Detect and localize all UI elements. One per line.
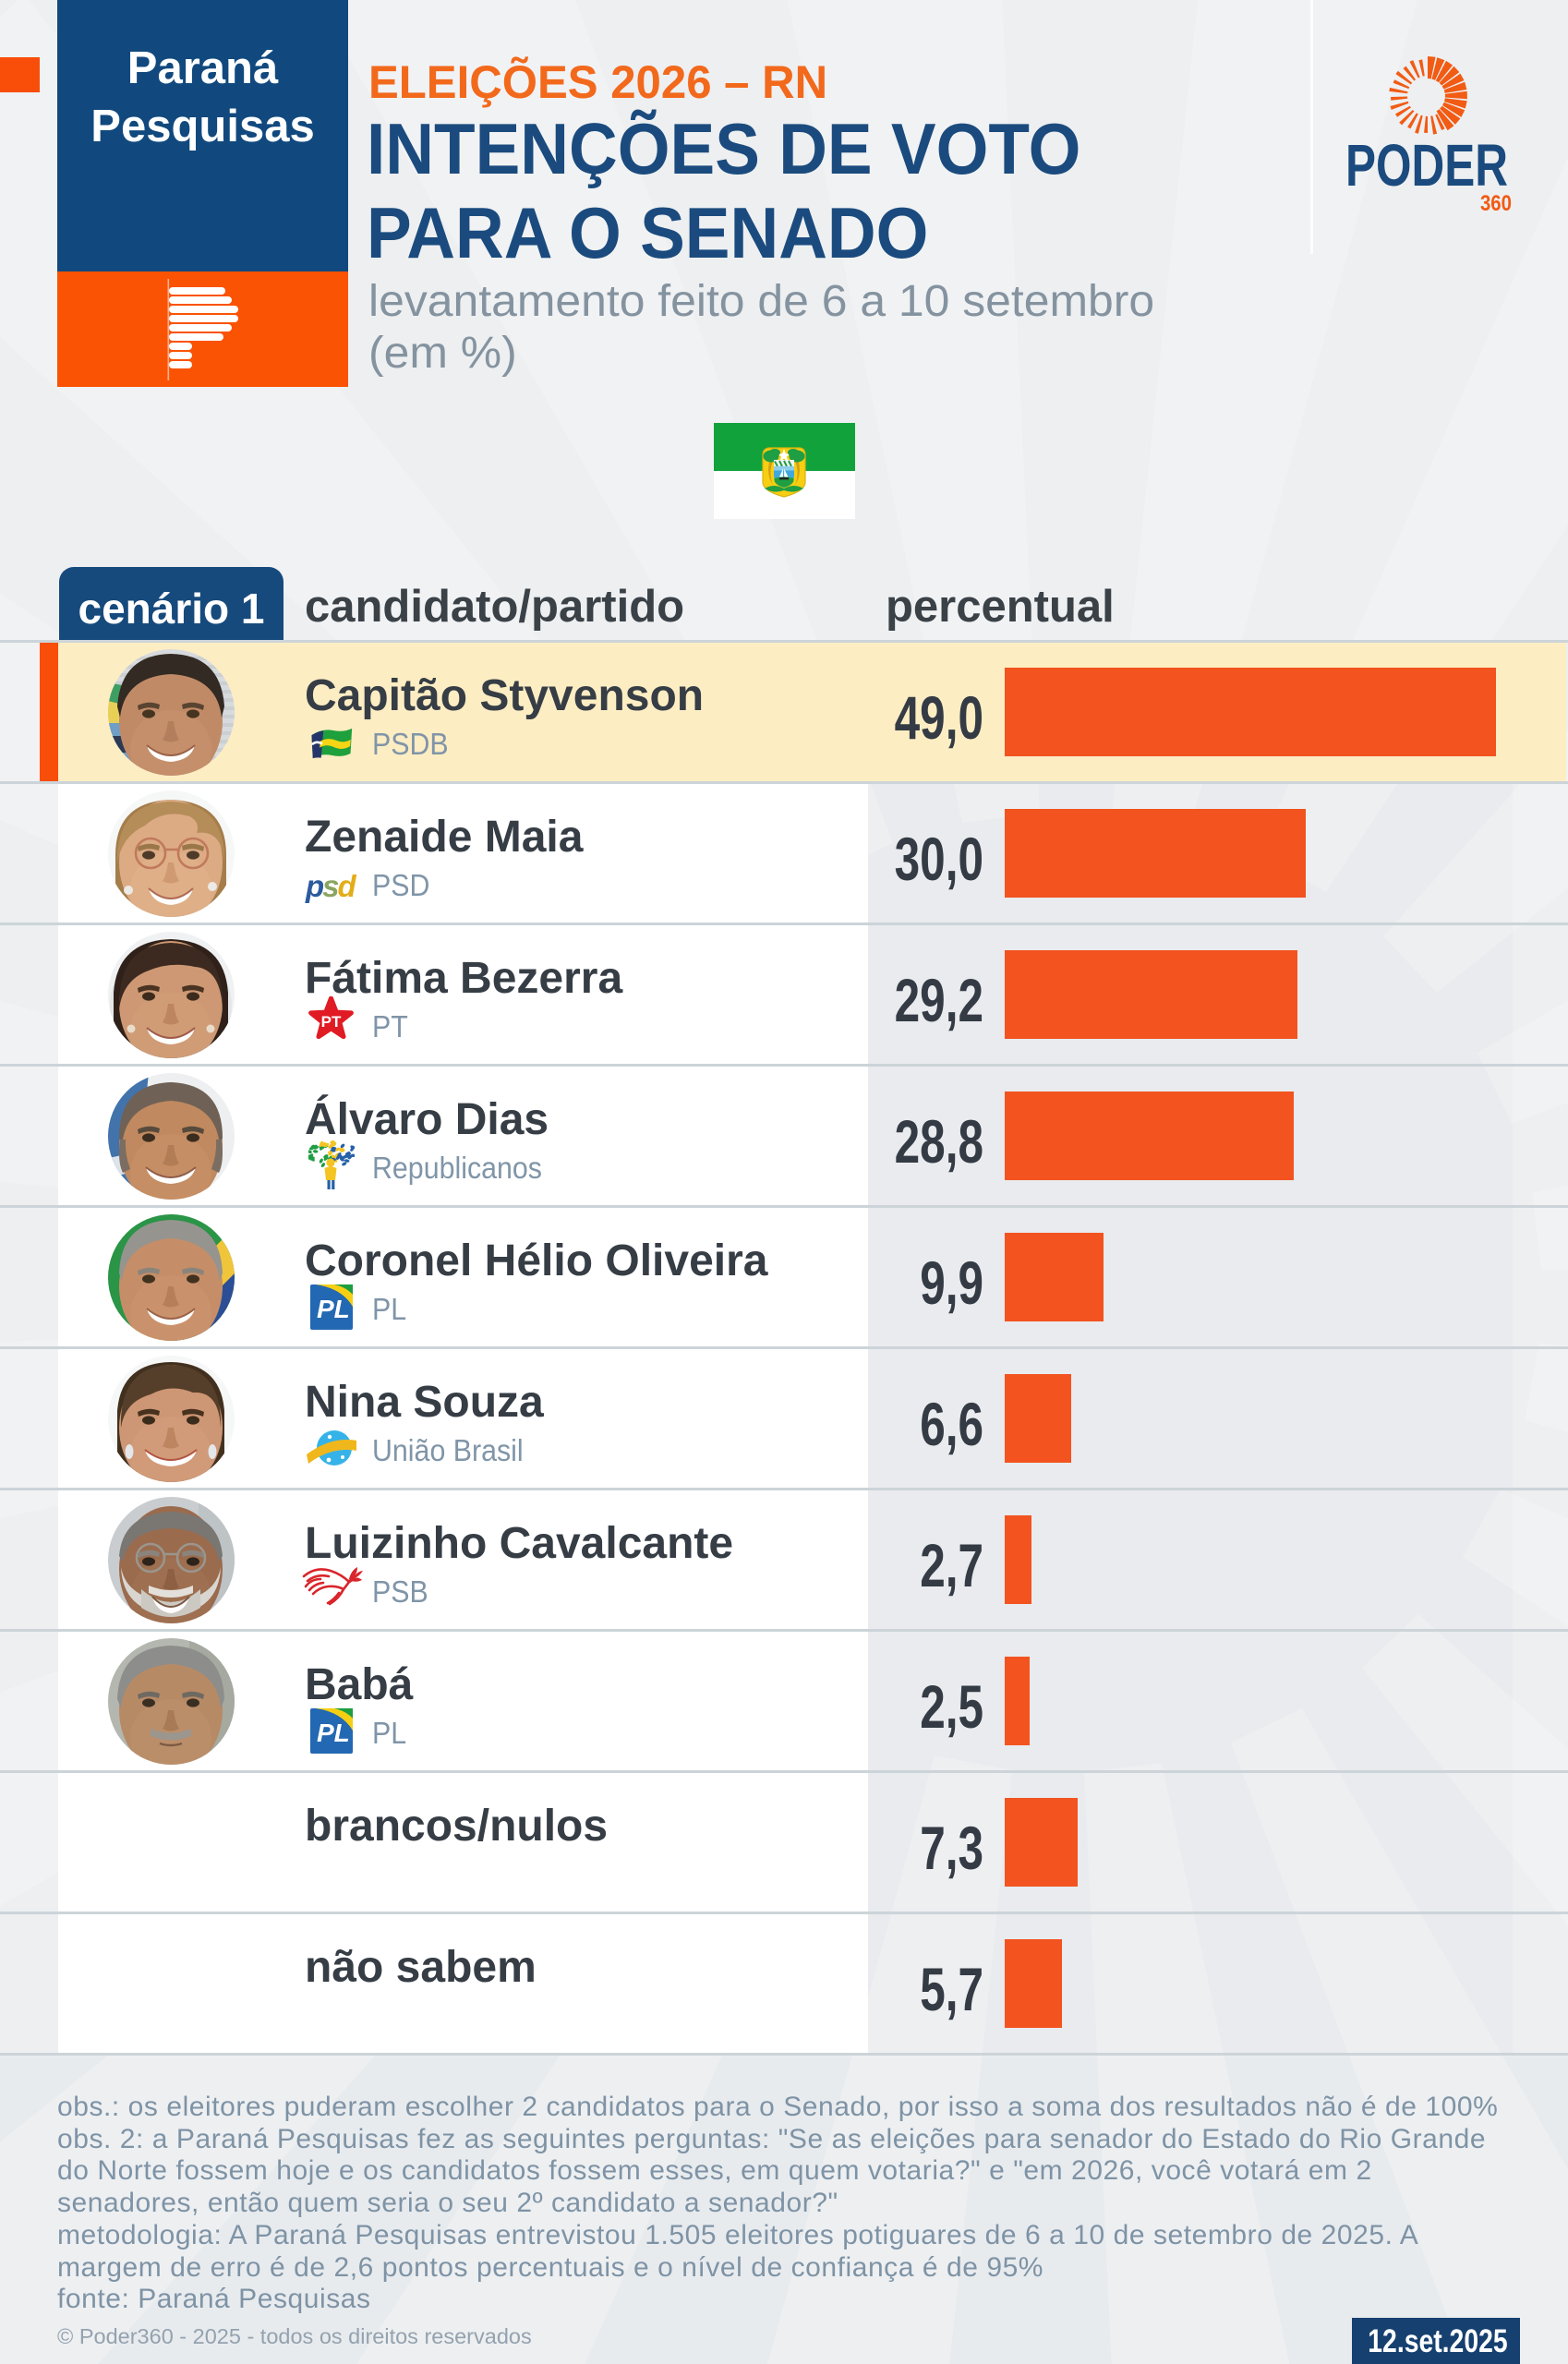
svg-text:PT: PT <box>321 1013 342 1031</box>
svg-text:PL: PL <box>317 1719 350 1747</box>
svg-text:PL: PL <box>317 1295 350 1323</box>
